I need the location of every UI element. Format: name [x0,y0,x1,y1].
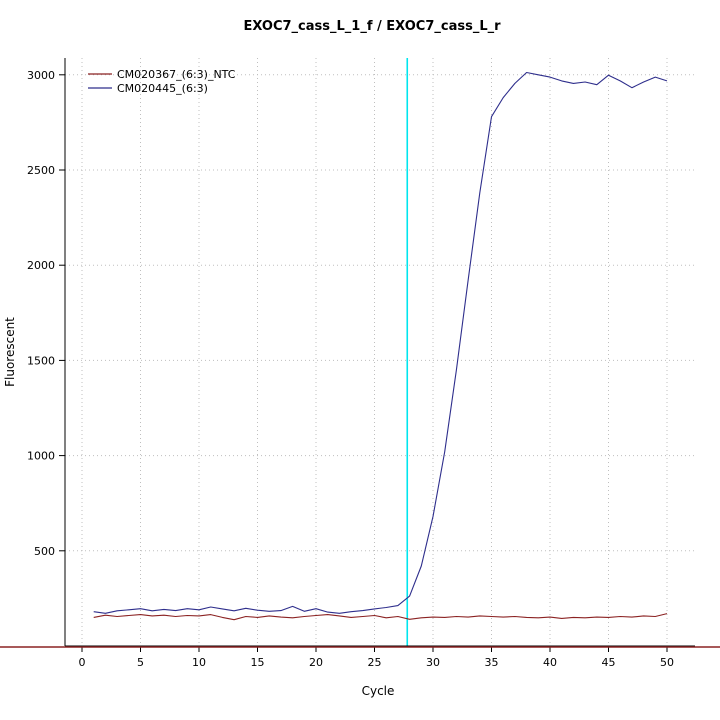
y-tick-label: 500 [34,545,55,558]
legend-label: CM020445_(6:3) [117,82,208,95]
axes: 0 5 10 15 20 25 30 35 40 45 50 500 1000 1500 2000 2500 3… [27,58,695,669]
x-tick-label: 0 [79,656,86,669]
x-axis-label: Cycle [362,684,395,698]
x-tick-label: 50 [660,656,674,669]
x-tick-label: 10 [192,656,206,669]
x-tick-label: 35 [485,656,499,669]
y-tick-label: 1000 [27,450,55,463]
y-tick-label: 2500 [27,164,55,177]
y-tick-label: 2000 [27,259,55,272]
x-tick-label: 5 [137,656,144,669]
gridlines [65,58,695,646]
y-tick-label: 3000 [27,69,55,82]
x-tick-label: 20 [309,656,323,669]
x-tick-label: 45 [602,656,616,669]
series-lines [93,71,668,621]
x-tick-label: 25 [368,656,382,669]
x-tick-label: 30 [426,656,440,669]
chart-title: EXOC7_cass_L_1_f / EXOC7_cass_L_r [243,19,501,34]
x-tick-label: 40 [543,656,557,669]
y-axis-label: Fluorescent [3,317,17,387]
legend-label: CM020367_(6:3)_NTC [117,68,236,81]
series-line-0 [93,613,668,621]
x-tick-label: 15 [251,656,265,669]
series-line-1 [93,71,668,614]
y-tick-label: 1500 [27,354,55,367]
